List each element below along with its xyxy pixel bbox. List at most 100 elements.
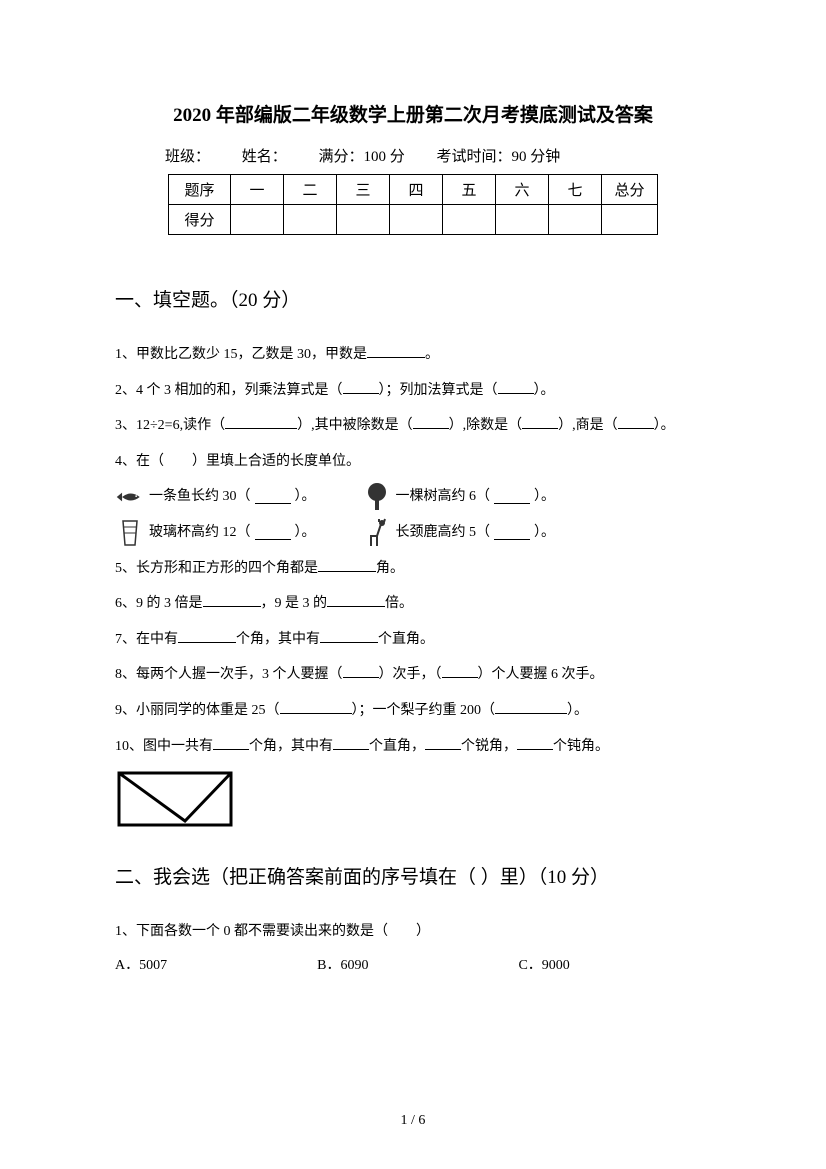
- th-5: 五: [443, 175, 496, 205]
- q1: 1、甲数比乙数少 15，乙数是 30，甲数是 。: [115, 338, 711, 372]
- q10-c: 个直角，: [369, 739, 425, 754]
- blank: [494, 490, 530, 504]
- td-blank: [496, 205, 549, 235]
- opt-a: A．5007: [115, 951, 167, 982]
- blank: [333, 736, 369, 750]
- blank: [213, 736, 249, 750]
- q3-d: ）,商是（: [558, 418, 618, 433]
- th-2: 二: [284, 175, 337, 205]
- blank: [280, 700, 352, 714]
- q4-end2: ）。: [534, 480, 555, 514]
- table-row: 得分: [169, 205, 658, 235]
- name-label: 姓名：: [242, 149, 287, 165]
- td-blank: [602, 205, 658, 235]
- q6-b: ，9 是 3 的: [261, 596, 328, 611]
- q5-b: 角。: [376, 561, 404, 576]
- q3-a: 3、12÷2=6,读作（: [115, 418, 225, 433]
- blank: [517, 736, 553, 750]
- blank: [343, 664, 379, 678]
- q8-c: ）个人要握 6 次手。: [478, 667, 604, 682]
- q4-tree: 一棵树高约 6（: [396, 480, 491, 514]
- q4-row1: 一条鱼长约 30（ ）。 一棵树高约 6（ ）。: [115, 480, 711, 514]
- score-table: 题序 一 二 三 四 五 六 七 总分 得分: [168, 174, 658, 235]
- q6-c: 倍。: [385, 596, 413, 611]
- q7-a: 7、在中有: [115, 632, 178, 647]
- blank: [327, 593, 385, 607]
- q9-c: ）。: [567, 703, 588, 718]
- q1-text: 1、甲数比乙数少 15，乙数是 30，甲数是: [115, 347, 367, 362]
- q7: 7、在中有个角，其中有个直角。: [115, 623, 711, 657]
- q6-a: 6、9 的 3 倍是: [115, 596, 203, 611]
- blank: [618, 415, 654, 429]
- q9: 9、小丽同学的体重是 25（ ）；一个梨子约重 200（ ）。: [115, 694, 711, 728]
- blank: [498, 380, 534, 394]
- th-4: 四: [390, 175, 443, 205]
- td-blank: [390, 205, 443, 235]
- blank: [522, 415, 558, 429]
- q3-b: ）,其中被除数是（: [297, 418, 413, 433]
- q3-c: ）,除数是（: [449, 418, 523, 433]
- q1-end: 。: [425, 347, 439, 362]
- q5: 5、长方形和正方形的四个角都是 角。: [115, 552, 711, 586]
- q6: 6、9 的 3 倍是 ，9 是 3 的 倍。: [115, 587, 711, 621]
- blank: [425, 736, 461, 750]
- blank: [178, 629, 236, 643]
- blank: [413, 415, 449, 429]
- q10-b: 个角，其中有: [249, 739, 333, 754]
- q4: 4、在（ ）里填上合适的长度单位。: [115, 445, 711, 479]
- q4-row2: 玻璃杯高约 12（ ）。 长颈鹿高约 5（ ）。: [115, 516, 711, 550]
- s2-q1: 1、下面各数一个 0 都不需要读出来的数是（ ）: [115, 915, 711, 949]
- q4-end3: ）。: [295, 516, 316, 550]
- blank: [343, 380, 379, 394]
- q3-e: ）。: [654, 418, 675, 433]
- q8: 8、每两个人握一次手，3 个人要握（ ）次手，（ ）个人要握 6 次手。: [115, 658, 711, 692]
- blank: [320, 629, 378, 643]
- q8-a: 8、每两个人握一次手，3 个人要握（: [115, 667, 343, 682]
- info-row: 班级： 姓名： 满分：100 分 考试时间：90 分钟: [115, 145, 711, 166]
- opt-b: B．6090: [317, 951, 368, 982]
- q2-a: 2、4 个 3 相加的和，列乘法算式是（: [115, 383, 343, 398]
- table-row: 题序 一 二 三 四 五 六 七 总分: [169, 175, 658, 205]
- q10-d: 个锐角，: [461, 739, 517, 754]
- q4-cup: 玻璃杯高约 12（: [149, 516, 251, 550]
- q8-b: ）次手，（: [379, 667, 442, 682]
- opt-c: C．9000: [518, 951, 569, 982]
- q10-a: 10、图中一共有: [115, 739, 213, 754]
- th-3: 三: [337, 175, 390, 205]
- envelope-figure: [115, 769, 711, 834]
- q10-e: 个钝角。: [553, 739, 609, 754]
- q3: 3、12÷2=6,读作（ ）,其中被除数是（ ）,除数是（ ）,商是（ ）。: [115, 409, 711, 443]
- blank: [225, 415, 297, 429]
- q4-giraffe: 长颈鹿高约 5（: [396, 516, 491, 550]
- blank: [255, 526, 291, 540]
- td-blank: [337, 205, 390, 235]
- q5-a: 5、长方形和正方形的四个角都是: [115, 561, 318, 576]
- td-score-label: 得分: [169, 205, 231, 235]
- q9-b: ）；一个梨子约重 200（: [352, 703, 496, 718]
- th-seq: 题序: [169, 175, 231, 205]
- section1-heading: 一、填空题。（20 分）: [115, 285, 711, 312]
- q2-b: ）；列加法算式是（: [379, 383, 498, 398]
- td-blank: [549, 205, 602, 235]
- th-total: 总分: [602, 175, 658, 205]
- q9-a: 9、小丽同学的体重是 25（: [115, 703, 280, 718]
- cup-icon: [115, 520, 145, 546]
- blank: [494, 526, 530, 540]
- tree-icon: [362, 484, 392, 510]
- q2-c: ）。: [534, 383, 555, 398]
- th-6: 六: [496, 175, 549, 205]
- q10: 10、图中一共有 个角，其中有 个直角， 个锐角， 个钝角。: [115, 730, 711, 764]
- blank: [495, 700, 567, 714]
- q7-b: 个角，其中有: [236, 632, 320, 647]
- q4-end4: ）。: [534, 516, 555, 550]
- td-blank: [284, 205, 337, 235]
- section2-heading: 二、我会选（把正确答案前面的序号填在（ ）里）（10 分）: [115, 862, 711, 889]
- blank: [318, 558, 376, 572]
- q2: 2、4 个 3 相加的和，列乘法算式是（ ）；列加法算式是（ ）。: [115, 374, 711, 408]
- th-1: 一: [231, 175, 284, 205]
- giraffe-icon: [362, 520, 392, 546]
- q4-fish: 一条鱼长约 30（: [149, 480, 251, 514]
- q4-end: ）。: [295, 480, 316, 514]
- td-blank: [231, 205, 284, 235]
- fish-icon: [115, 484, 145, 510]
